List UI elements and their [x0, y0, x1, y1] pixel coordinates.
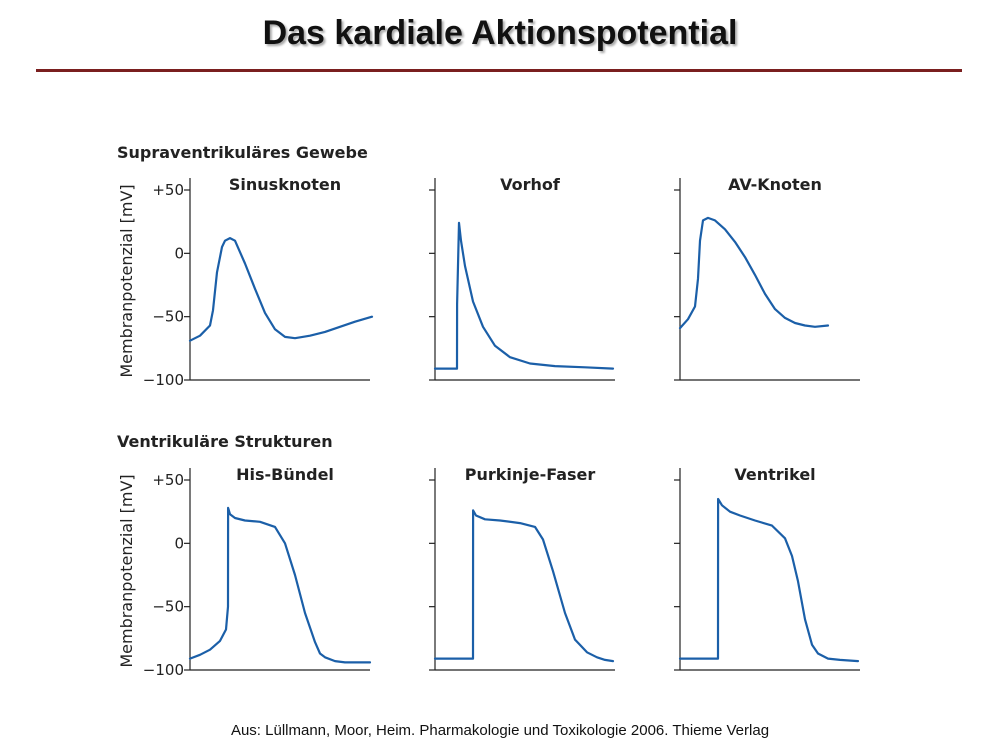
- panel-title: Purkinje-Faser: [465, 465, 596, 484]
- panel-group: Supraventrikuläres Gewebe Membranpotenzia…: [117, 143, 860, 389]
- y-tick-label: 0: [174, 244, 184, 262]
- action-potential-trace: [188, 237, 374, 342]
- action-potential-trace: [188, 506, 372, 664]
- y-tick-label: −100: [143, 661, 184, 679]
- chart-panel: +50 0 −50 −100 Sinusknoten: [143, 175, 374, 389]
- y-tick-label: +50: [152, 181, 184, 199]
- chart-panel: +50 0 −50 −100 His-Bündel: [143, 465, 372, 679]
- action-potential-trace: [433, 509, 615, 663]
- action-potential-trace: [678, 497, 860, 663]
- slide-title: Das kardiale Aktionspotential: [262, 14, 738, 52]
- chart-panel: Vorhof: [429, 175, 615, 381]
- y-tick-label: 0: [174, 534, 184, 552]
- y-tick-label: −50: [152, 308, 184, 326]
- panel-title: Sinusknoten: [229, 175, 341, 194]
- panel-title: Vorhof: [500, 175, 561, 194]
- source-citation: Aus: Lüllmann, Moor, Heim. Pharmakologie…: [230, 722, 770, 739]
- title-divider: [36, 69, 962, 72]
- chart-panel: AV-Knoten: [674, 175, 860, 381]
- panel-title: His-Bündel: [236, 465, 334, 484]
- y-tick-label: −50: [152, 598, 184, 616]
- panel-title: Ventrikel: [734, 465, 815, 484]
- group-title: Ventrikuläre Strukturen: [117, 432, 333, 451]
- y-tick-label: −100: [143, 371, 184, 389]
- panel-title: AV-Knoten: [728, 175, 822, 194]
- chart-panel: Purkinje-Faser: [429, 465, 615, 671]
- group-title: Supraventrikuläres Gewebe: [117, 143, 368, 162]
- chart-panel: Ventrikel: [674, 465, 860, 671]
- chart-groups: Supraventrikuläres Gewebe Membranpotenzia…: [117, 143, 860, 679]
- y-tick-label: +50: [152, 471, 184, 489]
- action-potential-trace: [678, 216, 830, 330]
- y-axis-label: Membranpotenzial [mV]: [117, 184, 136, 377]
- y-axis-label: Membranpotenzial [mV]: [117, 474, 136, 667]
- panel-group: Ventrikuläre Strukturen Membranpotenzial …: [117, 432, 860, 679]
- action-potential-trace: [433, 221, 615, 370]
